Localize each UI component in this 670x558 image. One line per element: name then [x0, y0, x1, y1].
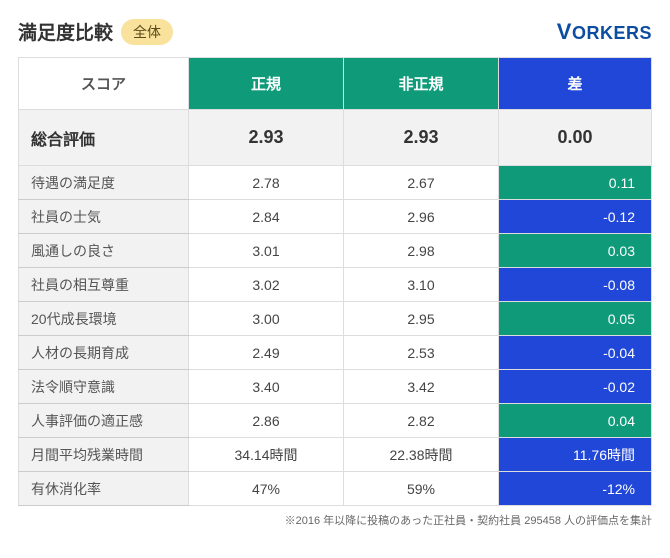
table-header-row: スコア 正規 非正規 差: [19, 58, 652, 110]
table-row: 人材の長期育成2.492.53-0.04: [19, 336, 652, 370]
row-nonregular: 2.82: [344, 404, 499, 438]
row-regular: 2.49: [189, 336, 344, 370]
row-label: 人材の長期育成: [19, 336, 189, 370]
row-regular: 2.78: [189, 166, 344, 200]
brand-v: V: [557, 19, 572, 44]
col-header-score: スコア: [19, 58, 189, 110]
row-regular: 2.86: [189, 404, 344, 438]
table-row: 月間平均残業時間34.14時間22.38時間11.76時間: [19, 438, 652, 472]
row-diff: 0.03: [499, 234, 652, 268]
row-label: 月間平均残業時間: [19, 438, 189, 472]
row-label: 法令順守意識: [19, 370, 189, 404]
row-regular: 3.01: [189, 234, 344, 268]
row-label: 20代成長環境: [19, 302, 189, 336]
row-label: 社員の相互尊重: [19, 268, 189, 302]
row-regular: 3.02: [189, 268, 344, 302]
overall-regular: 2.93: [189, 110, 344, 166]
row-nonregular: 59%: [344, 472, 499, 506]
row-regular: 47%: [189, 472, 344, 506]
row-diff: 0.11: [499, 166, 652, 200]
row-diff: -0.02: [499, 370, 652, 404]
scope-badge: 全体: [121, 19, 173, 45]
row-nonregular: 3.42: [344, 370, 499, 404]
row-diff: -0.08: [499, 268, 652, 302]
row-diff: 0.04: [499, 404, 652, 438]
table-row: 法令順守意識3.403.42-0.02: [19, 370, 652, 404]
footnote: ※2016 年以降に投稿のあった正社員・契約社員 295458 人の評価点を集計: [18, 512, 652, 528]
row-diff: 0.05: [499, 302, 652, 336]
table-row: 有休消化率47%59%-12%: [19, 472, 652, 506]
overall-row: 総合評価 2.93 2.93 0.00: [19, 110, 652, 166]
row-diff: -0.04: [499, 336, 652, 370]
col-header-nonregular: 非正規: [344, 58, 499, 110]
row-nonregular: 22.38時間: [344, 438, 499, 472]
table-row: 待遇の満足度2.782.670.11: [19, 166, 652, 200]
row-label: 人事評価の適正感: [19, 404, 189, 438]
header: 満足度比較 全体 VORKERS: [18, 18, 652, 45]
row-label: 待遇の満足度: [19, 166, 189, 200]
col-header-diff: 差: [499, 58, 652, 110]
overall-nonregular: 2.93: [344, 110, 499, 166]
brand-rest: ORKERS: [572, 23, 652, 43]
table-row: 社員の士気2.842.96-0.12: [19, 200, 652, 234]
overall-label: 総合評価: [19, 110, 189, 166]
row-diff: -0.12: [499, 200, 652, 234]
comparison-table: スコア 正規 非正規 差 総合評価 2.93 2.93 0.00 待遇の満足度2…: [18, 57, 652, 506]
table-row: 風通しの良さ3.012.980.03: [19, 234, 652, 268]
row-diff: -12%: [499, 472, 652, 506]
row-nonregular: 2.53: [344, 336, 499, 370]
row-regular: 2.84: [189, 200, 344, 234]
page-title: 満足度比較: [18, 18, 113, 45]
row-nonregular: 2.98: [344, 234, 499, 268]
overall-diff: 0.00: [499, 110, 652, 166]
row-regular: 34.14時間: [189, 438, 344, 472]
row-nonregular: 3.10: [344, 268, 499, 302]
row-diff: 11.76時間: [499, 438, 652, 472]
row-label: 有休消化率: [19, 472, 189, 506]
row-label: 風通しの良さ: [19, 234, 189, 268]
row-regular: 3.00: [189, 302, 344, 336]
row-nonregular: 2.95: [344, 302, 499, 336]
title-group: 満足度比較 全体: [18, 18, 173, 45]
brand-logo: VORKERS: [557, 19, 652, 45]
table-row: 社員の相互尊重3.023.10-0.08: [19, 268, 652, 302]
col-header-regular: 正規: [189, 58, 344, 110]
row-label: 社員の士気: [19, 200, 189, 234]
table-row: 人事評価の適正感2.862.820.04: [19, 404, 652, 438]
table-row: 20代成長環境3.002.950.05: [19, 302, 652, 336]
row-nonregular: 2.96: [344, 200, 499, 234]
row-nonregular: 2.67: [344, 166, 499, 200]
row-regular: 3.40: [189, 370, 344, 404]
